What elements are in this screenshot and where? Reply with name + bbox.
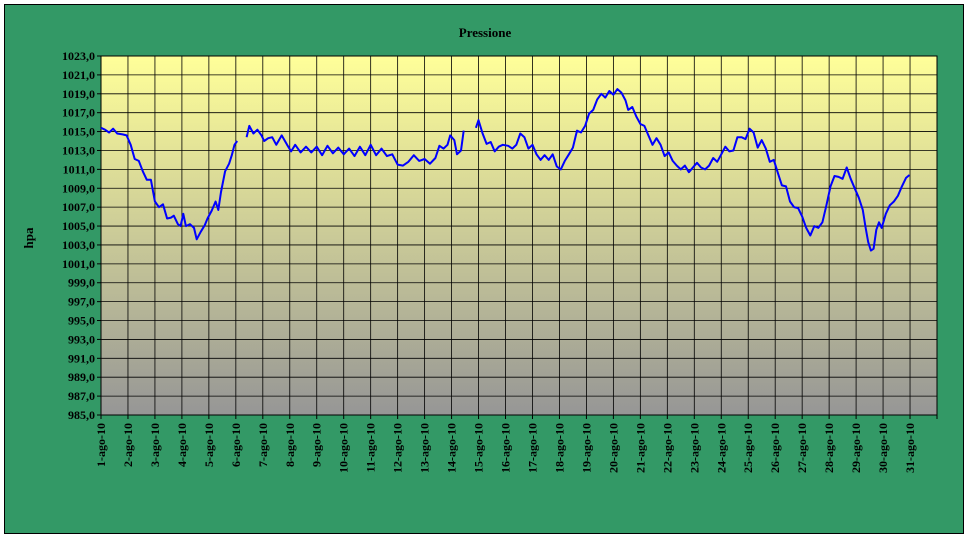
y-axis-label: hpa [21,227,36,248]
x-tick-label: 15-ago-10 [472,423,486,473]
y-tick-label: 1019,0 [62,87,95,101]
chart-frame: Pressione hpa 985,0 987,0 989,0 991,0 993,0 9… [4,4,964,534]
x-tick-label: 14-ago-10 [445,423,459,473]
y-tick-label: 995,0 [68,314,95,328]
x-tick-label: 30-ago-10 [876,423,890,473]
y-axis-ticks: 985,0 987,0 989,0 991,0 993,0 995,0 997,0 999,0… [62,49,101,422]
x-tick-label: 29-ago-10 [849,423,863,473]
y-tick-label: 997,0 [68,295,95,309]
y-tick-label: 999,0 [68,276,95,290]
grid-lines [100,55,938,416]
x-tick-label: 23-ago-10 [687,423,701,473]
x-tick-label: 3-ago-10 [148,423,162,467]
chart-title: Pressione [459,25,512,40]
y-tick-label: 1005,0 [62,219,95,233]
x-tick-label: 28-ago-10 [822,423,836,473]
x-tick-label: 24-ago-10 [714,423,728,473]
x-tick-label: 1-ago-10 [94,423,108,467]
y-tick-label: 1009,0 [62,181,95,195]
x-tick-label: 16-ago-10 [499,423,513,473]
y-tick-label: 989,0 [68,370,95,384]
y-tick-label: 1013,0 [62,143,95,157]
x-tick-label: 11-ago-10 [364,423,378,472]
x-tick-label: 17-ago-10 [525,423,539,473]
x-axis-ticks: 1-ago-10 2-ago-10 3-ago-10 4-ago-10 5-ago-10… [94,415,938,473]
x-tick-label: 4-ago-10 [175,423,189,467]
y-tick-label: 1007,0 [62,200,95,214]
x-tick-label: 8-ago-10 [283,423,297,467]
y-tick-label: 1003,0 [62,238,95,252]
series-line [100,126,239,241]
series-layer [100,88,911,252]
y-tick-label: 1017,0 [62,106,95,120]
y-tick-label: 985,0 [68,408,95,422]
x-tick-label: 22-ago-10 [660,423,674,473]
y-tick-label: 1011,0 [63,162,95,176]
x-tick-label: 19-ago-10 [579,423,593,473]
x-tick-label: 18-ago-10 [552,423,566,473]
x-tick-label: 9-ago-10 [310,423,324,467]
y-tick-label: 1021,0 [62,68,95,82]
y-tick-label: 1001,0 [62,257,95,271]
y-tick-label: 991,0 [68,351,95,365]
x-tick-label: 5-ago-10 [202,423,216,467]
y-tick-label: 987,0 [68,389,95,403]
series-line [245,124,465,167]
x-tick-label: 13-ago-10 [418,423,432,473]
x-tick-label: 21-ago-10 [633,423,647,473]
plot-area [100,55,938,416]
y-tick-label: 1015,0 [62,125,95,139]
y-tick-label: 993,0 [68,332,95,346]
x-tick-label: 31-ago-10 [903,423,917,473]
x-tick-label: 20-ago-10 [606,423,620,473]
x-tick-label: 10-ago-10 [337,423,351,473]
y-tick-label: 1023,0 [62,49,95,63]
x-tick-label: 12-ago-10 [391,423,405,473]
x-tick-label: 26-ago-10 [768,423,782,473]
x-tick-label: 7-ago-10 [256,423,270,467]
x-tick-label: 25-ago-10 [741,423,755,473]
x-tick-label: 2-ago-10 [121,423,135,467]
series-line [474,88,911,252]
pressure-chart: Pressione hpa 985,0987,0989,0991,0993,09… [21,25,938,473]
x-tick-label: 6-ago-10 [229,423,243,467]
x-tick-label: 27-ago-10 [795,423,809,473]
